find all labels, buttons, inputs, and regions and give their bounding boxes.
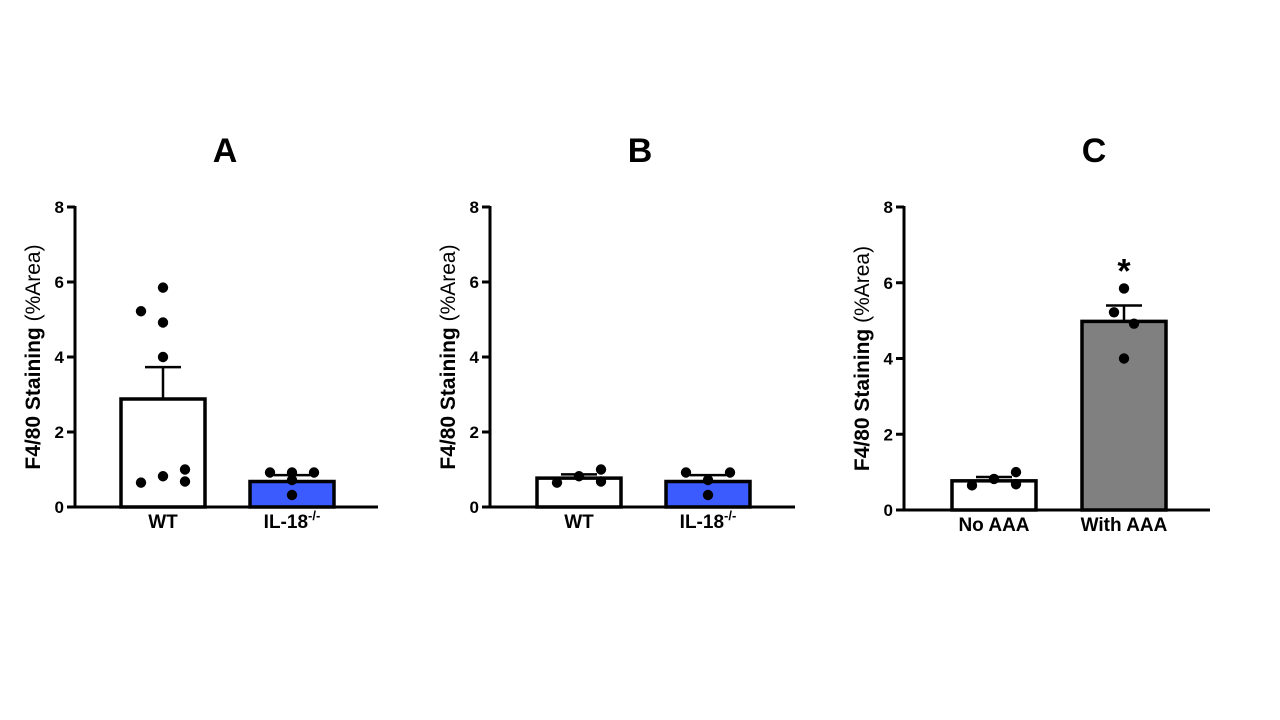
data-point	[595, 464, 607, 475]
category-label-text: IL-18	[680, 512, 724, 533]
data-point	[308, 467, 320, 478]
data-point	[1010, 479, 1022, 490]
data-point	[157, 471, 169, 482]
data-point	[286, 474, 298, 486]
data-point	[966, 480, 978, 491]
data-point	[157, 317, 169, 328]
category-label-superscript: -/-	[308, 508, 320, 523]
category-label-superscript: -/-	[724, 508, 736, 523]
category-label: IL-18-/-	[680, 508, 737, 533]
y-tick-label: 2	[55, 423, 64, 442]
data-point	[702, 489, 714, 501]
y-tick-label: 8	[55, 198, 64, 217]
chart-panel-b: B F4/80 Staining (%Area) 0 2 4 6 8 WT IL-18-/-	[437, 132, 795, 533]
chart-panel-c: C F4/80 Staining (%Area) 0 2 4 6 8 No AAA With A…	[851, 132, 1210, 536]
y-tick-label: 4	[55, 348, 65, 367]
y-axis-label-bold: F4/80 Staining	[851, 323, 874, 471]
data-point	[1118, 353, 1130, 364]
data-point	[680, 467, 692, 478]
data-point	[1128, 318, 1140, 329]
data-point	[1010, 466, 1022, 478]
bar	[1080, 319, 1168, 512]
data-point	[595, 476, 607, 487]
bar	[535, 476, 623, 509]
chart-panel-a: A F4/80 Staining (%Area) 0 2 4 6 8 WT IL-18-/-	[22, 132, 378, 533]
category-label-text: WT	[148, 512, 178, 533]
category-label-text: WT	[564, 512, 594, 533]
y-tick-label: 6	[470, 273, 479, 292]
y-axis-label: F4/80 Staining (%Area)	[437, 244, 460, 469]
data-point	[157, 351, 169, 363]
category-label: No AAA	[958, 515, 1029, 536]
data-point	[573, 471, 585, 482]
y-tick-label: 4	[884, 350, 894, 369]
category-label-text: With AAA	[1081, 515, 1168, 536]
y-axis-label: F4/80 Staining (%Area)	[851, 246, 874, 471]
data-point	[157, 282, 169, 293]
data-point	[264, 467, 276, 478]
data-point	[551, 477, 563, 488]
y-tick-label: 2	[470, 423, 479, 442]
category-label-text: No AAA	[958, 515, 1029, 536]
y-axis-label-bold: F4/80 Staining	[437, 321, 460, 469]
y-tick-label: 0	[55, 498, 64, 517]
y-tick-label: 4	[470, 348, 480, 367]
bar	[950, 479, 1038, 512]
y-axis-label: F4/80 Staining (%Area)	[22, 244, 45, 469]
category-label-text: IL-18	[264, 512, 308, 533]
data-point	[179, 464, 191, 475]
y-axis-label-unit: (%Area)	[851, 246, 874, 323]
data-point	[724, 467, 736, 478]
category-label: IL-18-/-	[264, 508, 321, 533]
data-point	[286, 489, 298, 501]
data-point	[1108, 307, 1120, 318]
data-point	[179, 476, 191, 487]
significance-marker: *	[1117, 252, 1131, 290]
data-point	[286, 467, 298, 478]
y-tick-label: 0	[470, 498, 479, 517]
panel-title: A	[213, 132, 238, 170]
data-point	[988, 473, 1000, 485]
panel-title: B	[628, 132, 653, 170]
data-point	[1118, 283, 1130, 294]
data-point	[135, 306, 147, 317]
category-label: WT	[148, 512, 178, 533]
y-axis-label-bold: F4/80 Staining	[22, 321, 45, 469]
y-tick-label: 0	[884, 501, 893, 520]
data-point	[702, 474, 714, 486]
data-point	[135, 477, 147, 488]
y-axis-label-unit: (%Area)	[437, 244, 460, 321]
y-tick-label: 8	[470, 198, 479, 217]
category-label: With AAA	[1081, 515, 1168, 536]
category-label: WT	[564, 512, 594, 533]
y-axis-label-unit: (%Area)	[22, 244, 45, 321]
y-tick-label: 6	[55, 273, 64, 292]
y-tick-label: 8	[884, 198, 893, 217]
bar	[119, 397, 207, 509]
panel-title: C	[1082, 132, 1107, 170]
y-tick-label: 2	[884, 425, 893, 444]
y-tick-label: 6	[884, 274, 893, 293]
